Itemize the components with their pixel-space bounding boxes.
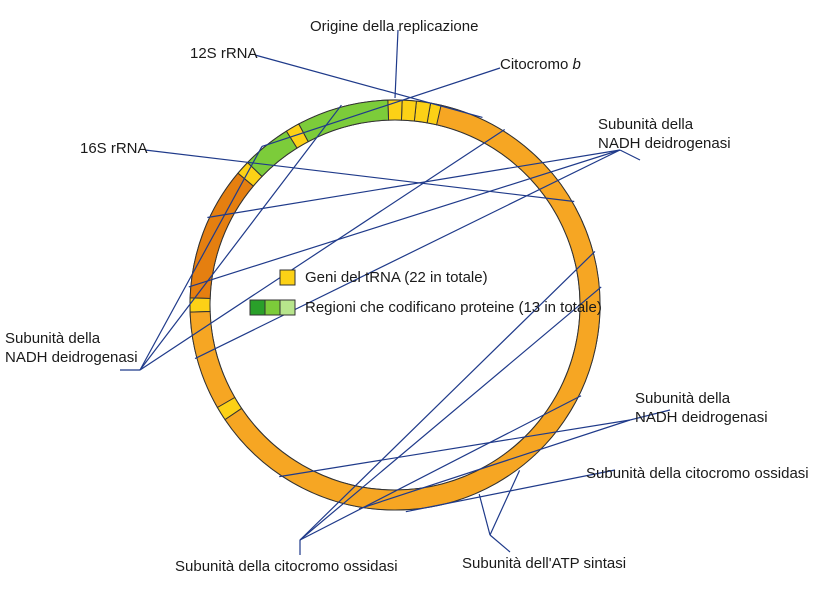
legend-protein-label: Regioni che codificano proteine (13 in t… [305,299,602,316]
leader-line [279,420,630,477]
leader-line [395,30,398,98]
label-nadh-left: Subunità dellaNADH deidrogenasi [5,330,138,368]
ring-segment [414,101,430,123]
label-nadh-right-top: Subunità dellaNADH deidrogenasi [598,116,731,154]
label-cox-right: Subunità della citocromo ossidasi [586,465,809,484]
label-cox-left: Subunità della citocromo ossidasi [175,558,398,577]
ring-segment [299,100,389,142]
legend: Geni del tRNA (22 in totale) Regioni che … [250,269,602,316]
ring-segment [190,173,253,298]
label-cyt-b: Citocromo b [500,56,581,75]
label-12s-rrna: 12S rRNA [190,45,258,64]
ring-segment [190,311,235,407]
label-nadh-right-bottom: Subunità dellaNADH deidrogenasi [635,390,768,428]
leader-line [300,396,581,540]
leader-line [490,535,510,552]
ring-segment [401,100,416,121]
legend-protein-swatch [280,300,295,315]
label-origine: Origine della replicazione [310,18,478,37]
leader-line [262,68,500,146]
legend-trna-swatch [280,270,295,285]
legend-trna-label: Geni del tRNA (22 in totale) [305,269,488,286]
leader-line [140,129,505,370]
legend-protein-swatch [265,300,280,315]
label-atp: Subunità dell'ATP sintasi [462,555,626,574]
leader-line [140,105,341,370]
mt-genome-diagram: Geni del tRNA (22 in totale) Regioni che … [0,0,820,597]
legend-protein-swatch [250,300,265,315]
label-16s-rrna: 16S rRNA [80,140,148,159]
leader-line [479,494,490,535]
